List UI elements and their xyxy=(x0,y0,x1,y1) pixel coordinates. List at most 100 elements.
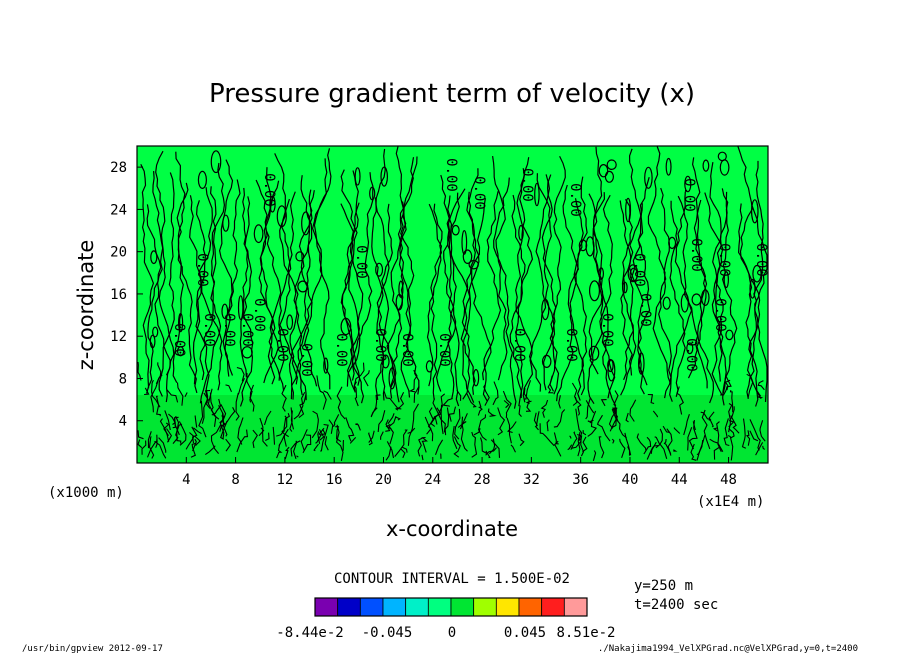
contour-line xyxy=(721,188,738,406)
contour-cell xyxy=(665,157,672,176)
turbulent-contour xyxy=(421,454,424,461)
contour-label: 0.00 xyxy=(637,293,653,327)
turbulent-contour xyxy=(647,393,655,405)
turbulent-contour xyxy=(190,442,197,458)
contour-line xyxy=(435,195,457,392)
y-tick-label: 20 xyxy=(110,245,127,261)
contour-cell xyxy=(598,267,605,280)
contour-line xyxy=(737,203,759,407)
turbulent-contour xyxy=(386,441,395,459)
colorbar-swatch xyxy=(473,597,497,617)
turbulent-contour xyxy=(724,379,731,391)
turbulent-contour xyxy=(144,387,150,396)
contour-label: 0.00 xyxy=(194,253,210,287)
turbulent-contour xyxy=(194,435,201,446)
turbulent-contour xyxy=(533,412,539,431)
colorbar-swatch xyxy=(450,597,475,617)
turbulent-contour xyxy=(385,446,392,461)
contour-line xyxy=(556,198,584,402)
contour-cell xyxy=(221,303,229,319)
contour-cell xyxy=(637,352,645,375)
contour-line xyxy=(426,203,443,387)
contour-cell xyxy=(388,367,396,390)
x-tick-label: 24 xyxy=(424,472,441,488)
contour-line xyxy=(509,194,526,399)
contour-cell xyxy=(627,264,639,283)
contour-cell xyxy=(369,186,376,201)
contour-cell xyxy=(380,166,389,187)
contour-line xyxy=(255,179,279,384)
turbulent-contour xyxy=(666,428,673,456)
turbulent-contour xyxy=(741,418,747,449)
turbulent-contour xyxy=(727,435,734,461)
turbulent-contour xyxy=(589,419,594,424)
contour-cell xyxy=(541,354,552,368)
colorbar-swatch xyxy=(337,597,361,617)
contour-line xyxy=(704,192,724,382)
turbulent-contour xyxy=(141,440,147,455)
turbulent-contour xyxy=(730,415,740,434)
turbulent-contour xyxy=(293,440,298,459)
turbulent-contour xyxy=(407,403,419,446)
turbulent-contour xyxy=(137,361,142,381)
turbulent-contour xyxy=(368,432,373,446)
y-tick-label: 12 xyxy=(110,329,127,345)
contour-line xyxy=(279,198,303,396)
turbulent-contour xyxy=(335,424,344,462)
contour-cell xyxy=(472,369,480,387)
turbulent-contour xyxy=(755,442,764,456)
turbulent-contour xyxy=(158,437,167,453)
contour-line xyxy=(461,168,479,400)
contour-line xyxy=(346,170,361,381)
contour-cell xyxy=(622,281,628,294)
x-tick-label: 36 xyxy=(572,472,589,488)
turbulent-contour xyxy=(402,446,408,453)
turbulent-contour xyxy=(290,440,301,457)
contour-line xyxy=(375,148,397,388)
turbulent-contour xyxy=(452,426,458,450)
turbulent-contour xyxy=(485,447,497,456)
chart-title: Pressure gradient term of velocity (x) xyxy=(209,79,695,109)
turbulent-contour xyxy=(729,389,734,413)
turbulent-contour xyxy=(172,423,183,444)
turbulent-contour xyxy=(436,407,444,435)
turbulent-contour xyxy=(558,395,561,409)
turbulent-contour xyxy=(490,439,501,458)
contour-cell xyxy=(749,278,756,299)
colorbar-frame xyxy=(314,597,588,617)
turbulent-contour xyxy=(155,395,161,417)
turbulent-contour xyxy=(454,408,461,440)
contour-cell xyxy=(668,236,677,249)
contour-cell xyxy=(461,229,468,255)
turbulent-contour xyxy=(353,362,365,393)
turbulent-contour xyxy=(333,414,340,427)
turbulent-contour xyxy=(349,437,357,444)
x-tick-label: 28 xyxy=(474,472,491,488)
contour-cell xyxy=(210,150,222,174)
contour-line xyxy=(303,148,332,387)
contour-line xyxy=(239,187,253,377)
colorbar-swatch xyxy=(359,597,384,617)
turbulent-contour xyxy=(225,384,233,393)
turbulent-contour xyxy=(757,380,765,391)
x-tick-label: 4 xyxy=(182,472,190,488)
turbulent-contour xyxy=(728,406,735,428)
y-tick-label: 16 xyxy=(110,287,127,303)
turbulent-contour xyxy=(578,436,585,457)
contour-cell xyxy=(425,360,434,373)
contour-line xyxy=(430,203,443,400)
x-axis: 4 8 12 16 20 24 28 32 36 40 44 48 xyxy=(182,457,737,488)
contour-line xyxy=(658,187,672,399)
contour-line xyxy=(195,200,210,404)
contour-line xyxy=(647,146,672,385)
contour-cell xyxy=(662,296,671,310)
contour-line xyxy=(265,180,285,391)
turbulent-contour xyxy=(176,382,184,406)
turbulent-contour xyxy=(236,366,245,382)
contour-label: 0.00 xyxy=(563,328,579,362)
turbulent-contour xyxy=(613,390,619,422)
lower-turbulent-band xyxy=(137,395,768,463)
contour-line xyxy=(375,203,393,400)
contour-cell xyxy=(451,224,460,236)
turbulent-contour xyxy=(627,446,631,456)
